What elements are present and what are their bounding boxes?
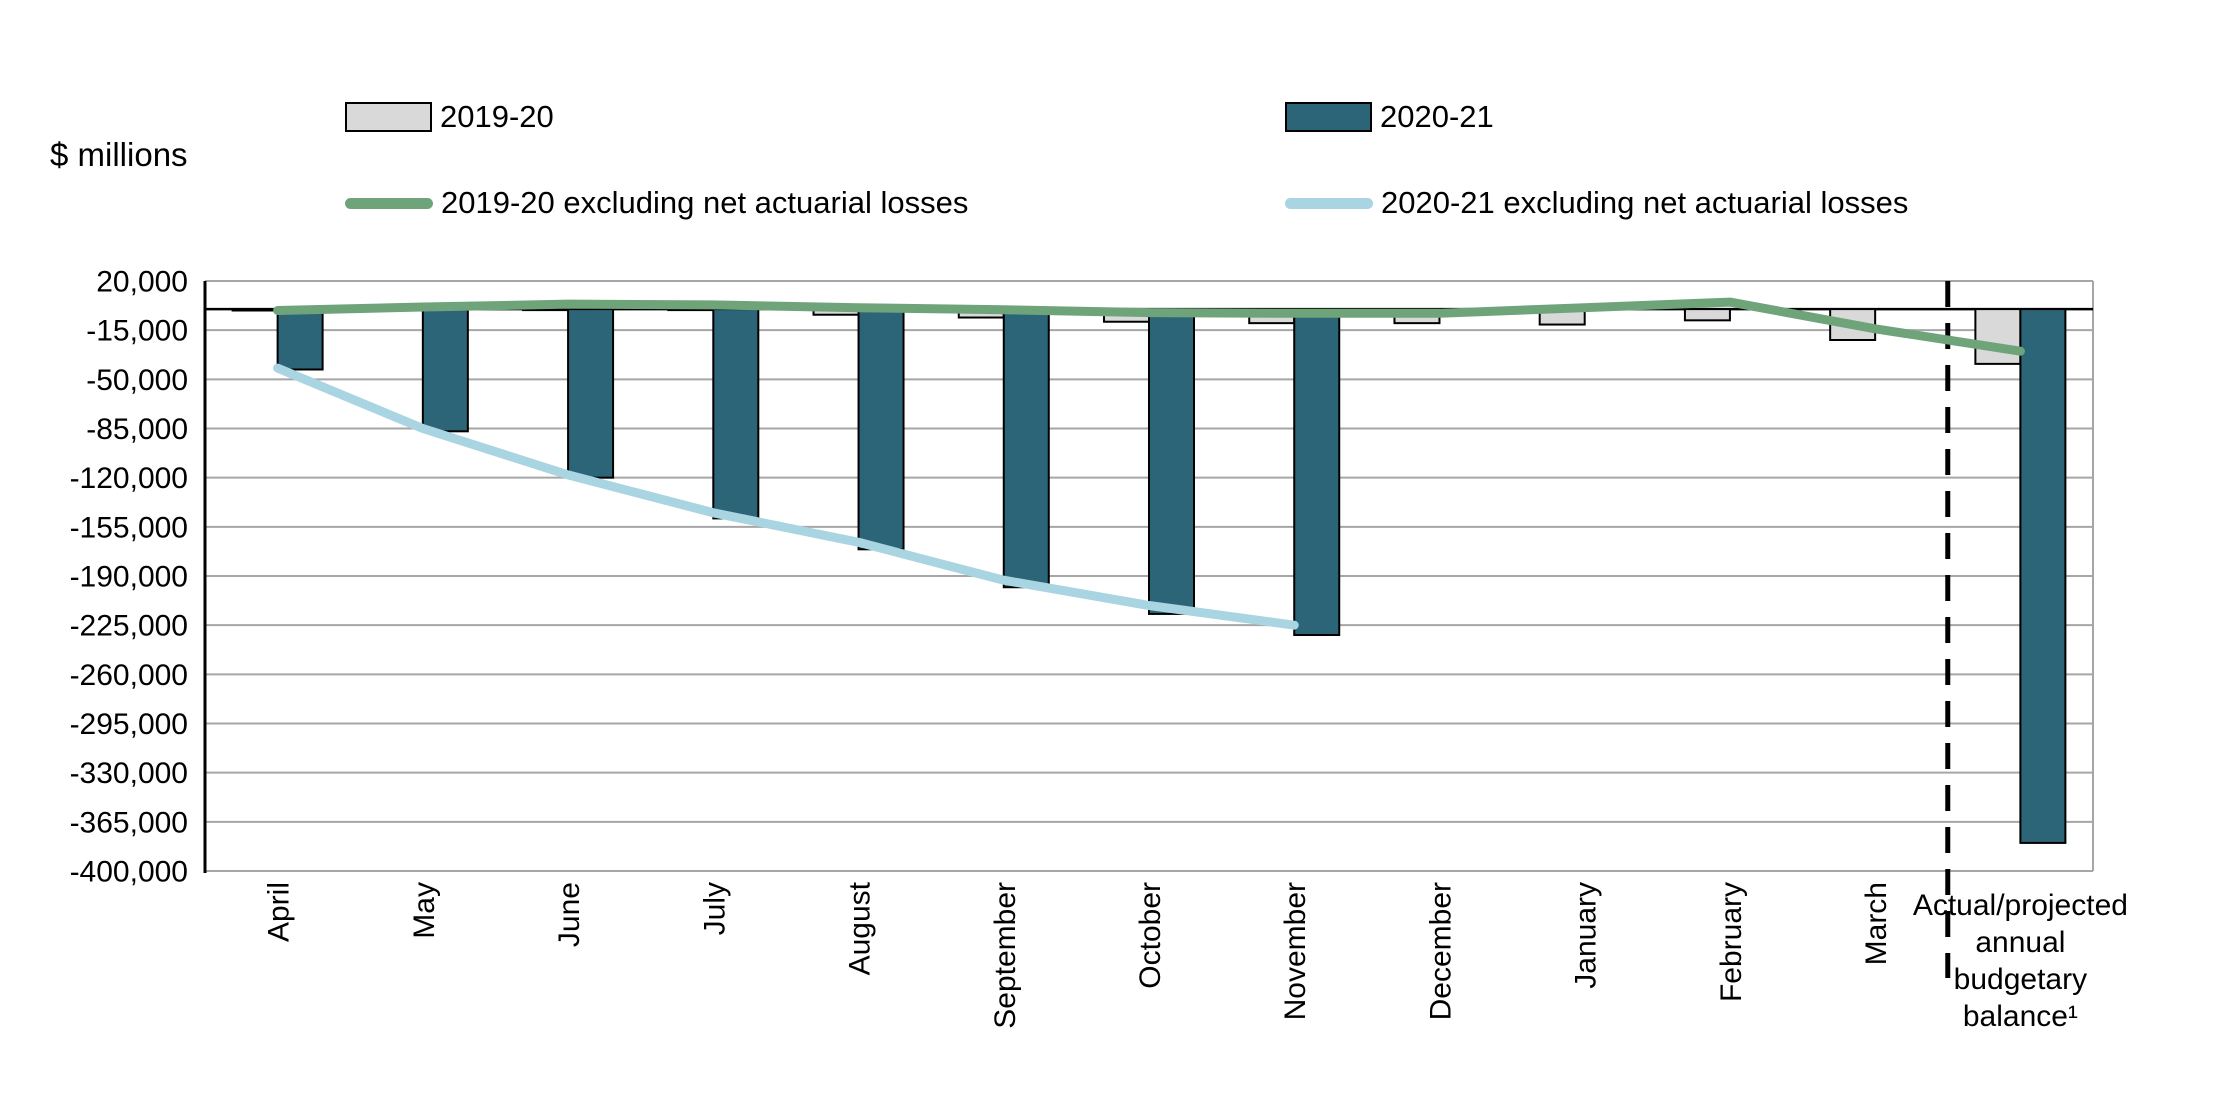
x-label-July: July — [698, 882, 731, 935]
bar-2020-21-12 — [2019, 308, 2067, 844]
y-tick-label: -295,000 — [70, 708, 188, 741]
x-label-December: December — [1424, 882, 1457, 1020]
y-tick-label: -225,000 — [70, 610, 188, 643]
y-tick-label: -365,000 — [70, 806, 188, 839]
x-label-October: October — [1134, 882, 1167, 989]
legend-label-2020-21: 2020-21 — [1380, 99, 1494, 134]
x-label-August: August — [844, 881, 877, 975]
x-label-September: September — [989, 882, 1022, 1029]
legend-label-2019-20-excluding: 2019-20 excluding net actuarial losses — [441, 185, 969, 220]
x-label-November: November — [1279, 882, 1312, 1020]
bar-2020-21-3 — [712, 308, 760, 520]
line-2019-20-excluding-net-actuarial-losses — [273, 297, 2025, 356]
y-tick-label: -400,000 — [70, 856, 188, 889]
bar-2020-21-1 — [421, 308, 469, 433]
bar-2019-20-12 — [1974, 308, 2022, 365]
x-label-annual-budgetary-balance: Actual/projected annual budgetary balance¹ — [1913, 889, 2128, 1033]
bar-2020-21-5 — [1002, 308, 1050, 589]
x-label-February: February — [1715, 882, 1748, 1002]
legend-swatch-2019-20 — [345, 102, 432, 132]
y-tick-label: -155,000 — [70, 511, 188, 544]
y-tick-label: -85,000 — [86, 413, 188, 446]
bar-2020-21-0 — [276, 308, 324, 371]
bar-2020-21-6 — [1148, 308, 1195, 615]
y-tick-label: -120,000 — [70, 462, 188, 495]
y-tick-label: -15,000 — [86, 315, 188, 348]
legend-label-2019-20: 2019-20 — [440, 99, 554, 134]
y-tick-label: -330,000 — [70, 757, 188, 790]
bar-2020-21-4 — [857, 308, 905, 551]
x-label-January: January — [1570, 882, 1603, 989]
y-axis-title: $ millions — [50, 136, 188, 173]
legend-swatch-2020-21-excluding — [1285, 197, 1373, 209]
legend-swatch-2019-20-excluding — [345, 197, 433, 209]
line-2020-21-excluding-net-actuarial-losses — [273, 363, 1299, 630]
bar-2020-21-2 — [567, 308, 615, 479]
y-tick-label: -190,000 — [70, 561, 188, 594]
x-label-May: May — [408, 882, 441, 939]
bar-2020-21-7 — [1293, 308, 1341, 636]
legend-item-2019-20: 2019-20 — [345, 99, 554, 135]
x-label-March: March — [1860, 882, 1893, 965]
legend-label-2020-21-excluding: 2020-21 excluding net actuarial losses — [1381, 185, 1909, 220]
legend-item-2019-20-excluding: 2019-20 excluding net actuarial losses — [345, 185, 968, 221]
x-label-April: April — [263, 882, 296, 942]
legend-swatch-2020-21 — [1285, 102, 1372, 132]
x-label-June: June — [553, 882, 586, 947]
bar-2019-20-0 — [231, 308, 279, 312]
y-tick-label: -260,000 — [70, 659, 188, 692]
legend-item-2020-21: 2020-21 — [1285, 99, 1494, 135]
y-tick-label: 20,000 — [96, 266, 188, 299]
bar-2019-20-10 — [1683, 308, 1731, 322]
y-tick-label: -50,000 — [86, 364, 188, 397]
legend-item-2020-21-excluding: 2020-21 excluding net actuarial losses — [1285, 185, 1908, 221]
